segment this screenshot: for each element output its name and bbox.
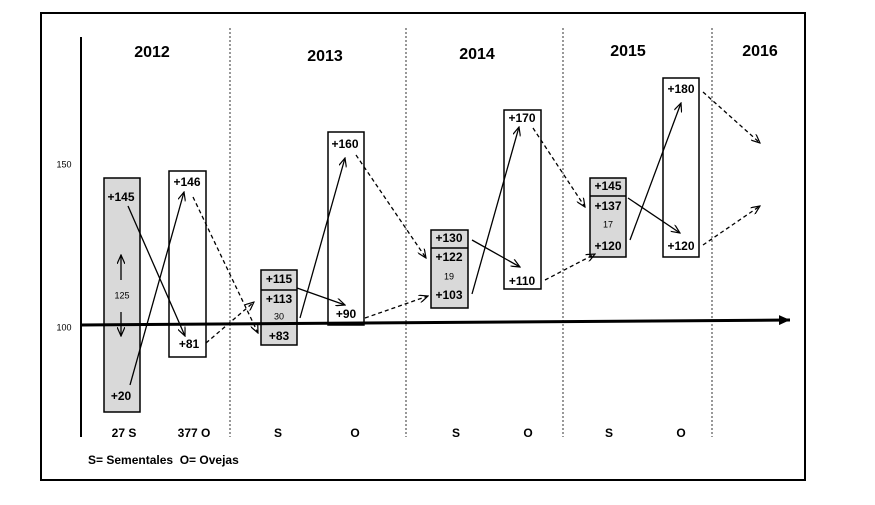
- box-o: [327, 131, 365, 326]
- value: +170: [508, 111, 535, 125]
- value: +180: [667, 82, 694, 96]
- arrow: [629, 103, 681, 241]
- baseline-arrow: [80, 315, 791, 327]
- bottom-label: O: [523, 426, 532, 440]
- value: +146: [173, 175, 200, 189]
- arrow: [627, 197, 680, 233]
- value: 30: [274, 311, 284, 321]
- year: 2013: [307, 48, 343, 65]
- value: +83: [269, 329, 290, 343]
- value: +113: [266, 292, 293, 306]
- box-o: [503, 109, 542, 290]
- value: +103: [435, 288, 462, 302]
- value: +115: [266, 272, 293, 286]
- bottom-label: S: [452, 426, 460, 440]
- arrow: [355, 154, 426, 258]
- arrow: [364, 296, 428, 319]
- dashed-arrows: [192, 91, 760, 344]
- year: 2015: [610, 43, 646, 60]
- bottom-label: S: [274, 426, 282, 440]
- value: +20: [111, 389, 132, 403]
- box-s: [260, 269, 298, 346]
- arrow: [702, 206, 760, 246]
- value: +120: [594, 239, 621, 253]
- y-label: 150: [56, 159, 71, 169]
- value: +81: [179, 337, 200, 351]
- bottom-label: 27 S: [112, 426, 137, 440]
- arrow: [532, 127, 585, 207]
- bottom-label: 377 O: [178, 426, 211, 440]
- value: +110: [509, 274, 536, 288]
- box-s: [589, 177, 627, 258]
- solid-arrows: [127, 103, 681, 386]
- legend: S= Sementales O= Ovejas: [88, 453, 239, 467]
- value: 19: [444, 271, 454, 281]
- value: +160: [331, 137, 358, 151]
- value: +90: [336, 307, 357, 321]
- box-o: [168, 170, 207, 358]
- arrow: [471, 239, 520, 267]
- arrow: [129, 192, 184, 386]
- arrow: [296, 287, 345, 305]
- year: 2016: [742, 43, 778, 60]
- value: 125: [114, 290, 129, 300]
- box-s: [430, 229, 469, 309]
- year: 2012: [134, 44, 170, 61]
- arrow: [471, 127, 519, 295]
- arrow: [127, 205, 185, 336]
- dividers: [229, 28, 713, 437]
- value: +145: [107, 190, 134, 204]
- arrow: [702, 91, 760, 143]
- value: +137: [594, 199, 621, 213]
- arrow: [205, 302, 254, 344]
- value: +130: [435, 231, 462, 245]
- bottom-label: S: [605, 426, 613, 440]
- y-label: 100: [56, 322, 71, 332]
- value: +120: [667, 239, 694, 253]
- arrow: [544, 254, 595, 281]
- arrow: [299, 158, 345, 319]
- frame: [40, 12, 806, 481]
- value: +145: [594, 179, 621, 193]
- year: 2014: [459, 46, 495, 63]
- bottom-label: O: [350, 426, 359, 440]
- value: +122: [435, 250, 462, 264]
- value: 17: [603, 219, 613, 229]
- bottom-label: O: [676, 426, 685, 440]
